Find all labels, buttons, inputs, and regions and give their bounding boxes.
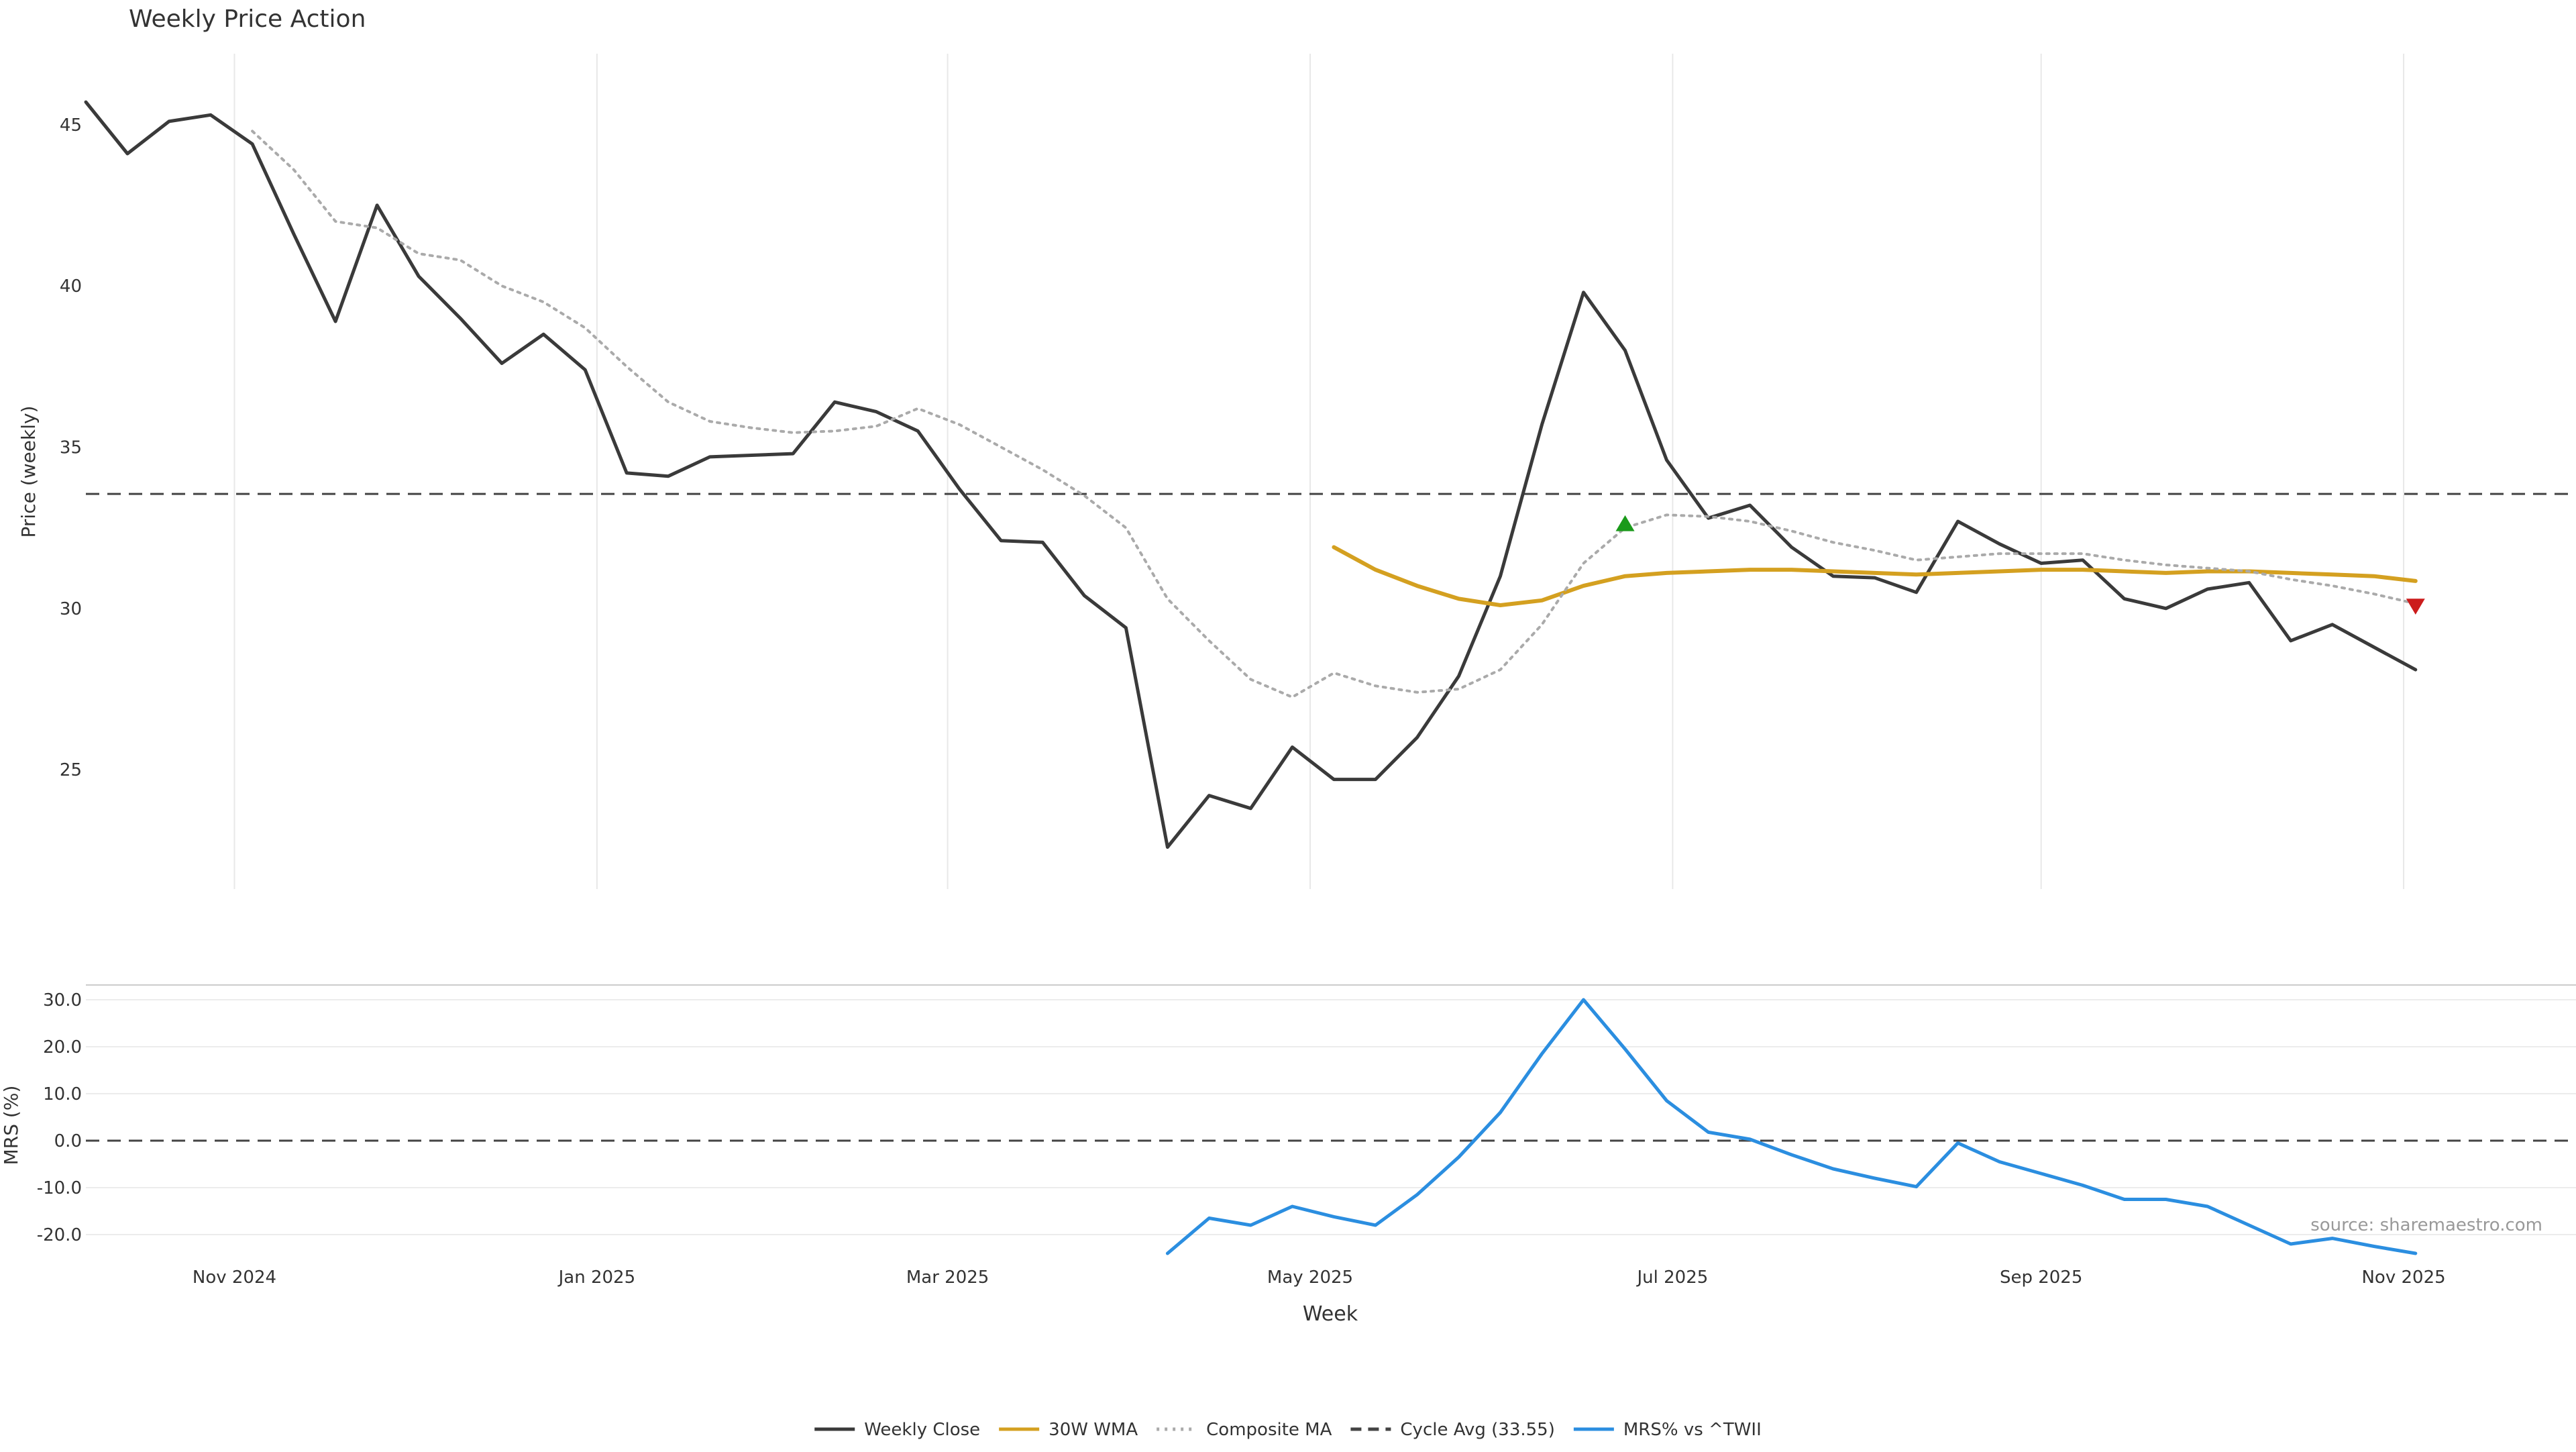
- x-tick-label: Jan 2025: [557, 1267, 636, 1288]
- price-y-tick-label: 25: [60, 760, 82, 780]
- x-tick-label: Jul 2025: [1635, 1267, 1708, 1288]
- price-y-tick-label: 45: [60, 115, 82, 136]
- series-line-composite-ma: [251, 129, 2417, 698]
- series-line-30w-wma: [1332, 545, 2418, 607]
- mrs-y-tick-label: 30.0: [43, 990, 82, 1010]
- x-tick-label: Nov 2025: [2361, 1267, 2445, 1288]
- legend-label-composite-ma: Composite MA: [1206, 1420, 1332, 1440]
- mrs-y-tick-label: 0.0: [54, 1131, 82, 1151]
- x-tick-label: Mar 2025: [906, 1267, 989, 1288]
- legend-label-30w-wma: 30W WMA: [1049, 1420, 1138, 1440]
- series-line-mrs-vs-twii: [1165, 998, 2418, 1255]
- legend-label-cycle-avg-33-55: Cycle Avg (33.55): [1400, 1420, 1554, 1440]
- mrs-y-tick-label: 20.0: [43, 1037, 82, 1057]
- chart-title: Weekly Price Action: [129, 5, 366, 33]
- price-y-axis-label: Price (weekly): [17, 406, 40, 538]
- legend-label-mrs-vs-twii: MRS% vs ^TWII: [1623, 1420, 1762, 1440]
- mrs-panel: -20.0 -10.0 0.0 10.0 20.0 30.0: [37, 984, 2576, 1255]
- price-y-tick-label: 40: [60, 276, 82, 297]
- x-tick-label: May 2025: [1267, 1267, 1353, 1288]
- sell-signal-marker: [2406, 599, 2425, 615]
- source-watermark: source: sharemaestro.com: [2310, 1215, 2542, 1235]
- x-tick-label: Sep 2025: [2000, 1267, 2082, 1288]
- price-panel: 25 30 35 40 45: [60, 54, 2576, 889]
- legend-label-weekly-close: Weekly Close: [864, 1420, 980, 1440]
- mrs-y-axis-label: MRS (%): [0, 1086, 22, 1165]
- price-y-tick-label: 35: [60, 437, 82, 458]
- series-line-weekly-close: [84, 100, 2418, 849]
- mrs-y-tick-label: -10.0: [37, 1178, 82, 1198]
- mrs-y-tick-label: 10.0: [43, 1084, 82, 1104]
- mrs-y-tick-label: -20.0: [37, 1225, 82, 1245]
- buy-signal-marker: [1615, 515, 1635, 531]
- price-y-tick-label: 30: [60, 599, 82, 619]
- x-axis: Nov 2024 Jan 2025 Mar 2025 May 2025 Jul 2025…: [193, 1267, 2446, 1288]
- x-axis-label: Week: [1303, 1302, 1358, 1326]
- x-tick-label: Nov 2024: [193, 1267, 276, 1288]
- legend: Weekly Close 30W WMA Composite MA Cycle Avg…: [814, 1420, 1762, 1440]
